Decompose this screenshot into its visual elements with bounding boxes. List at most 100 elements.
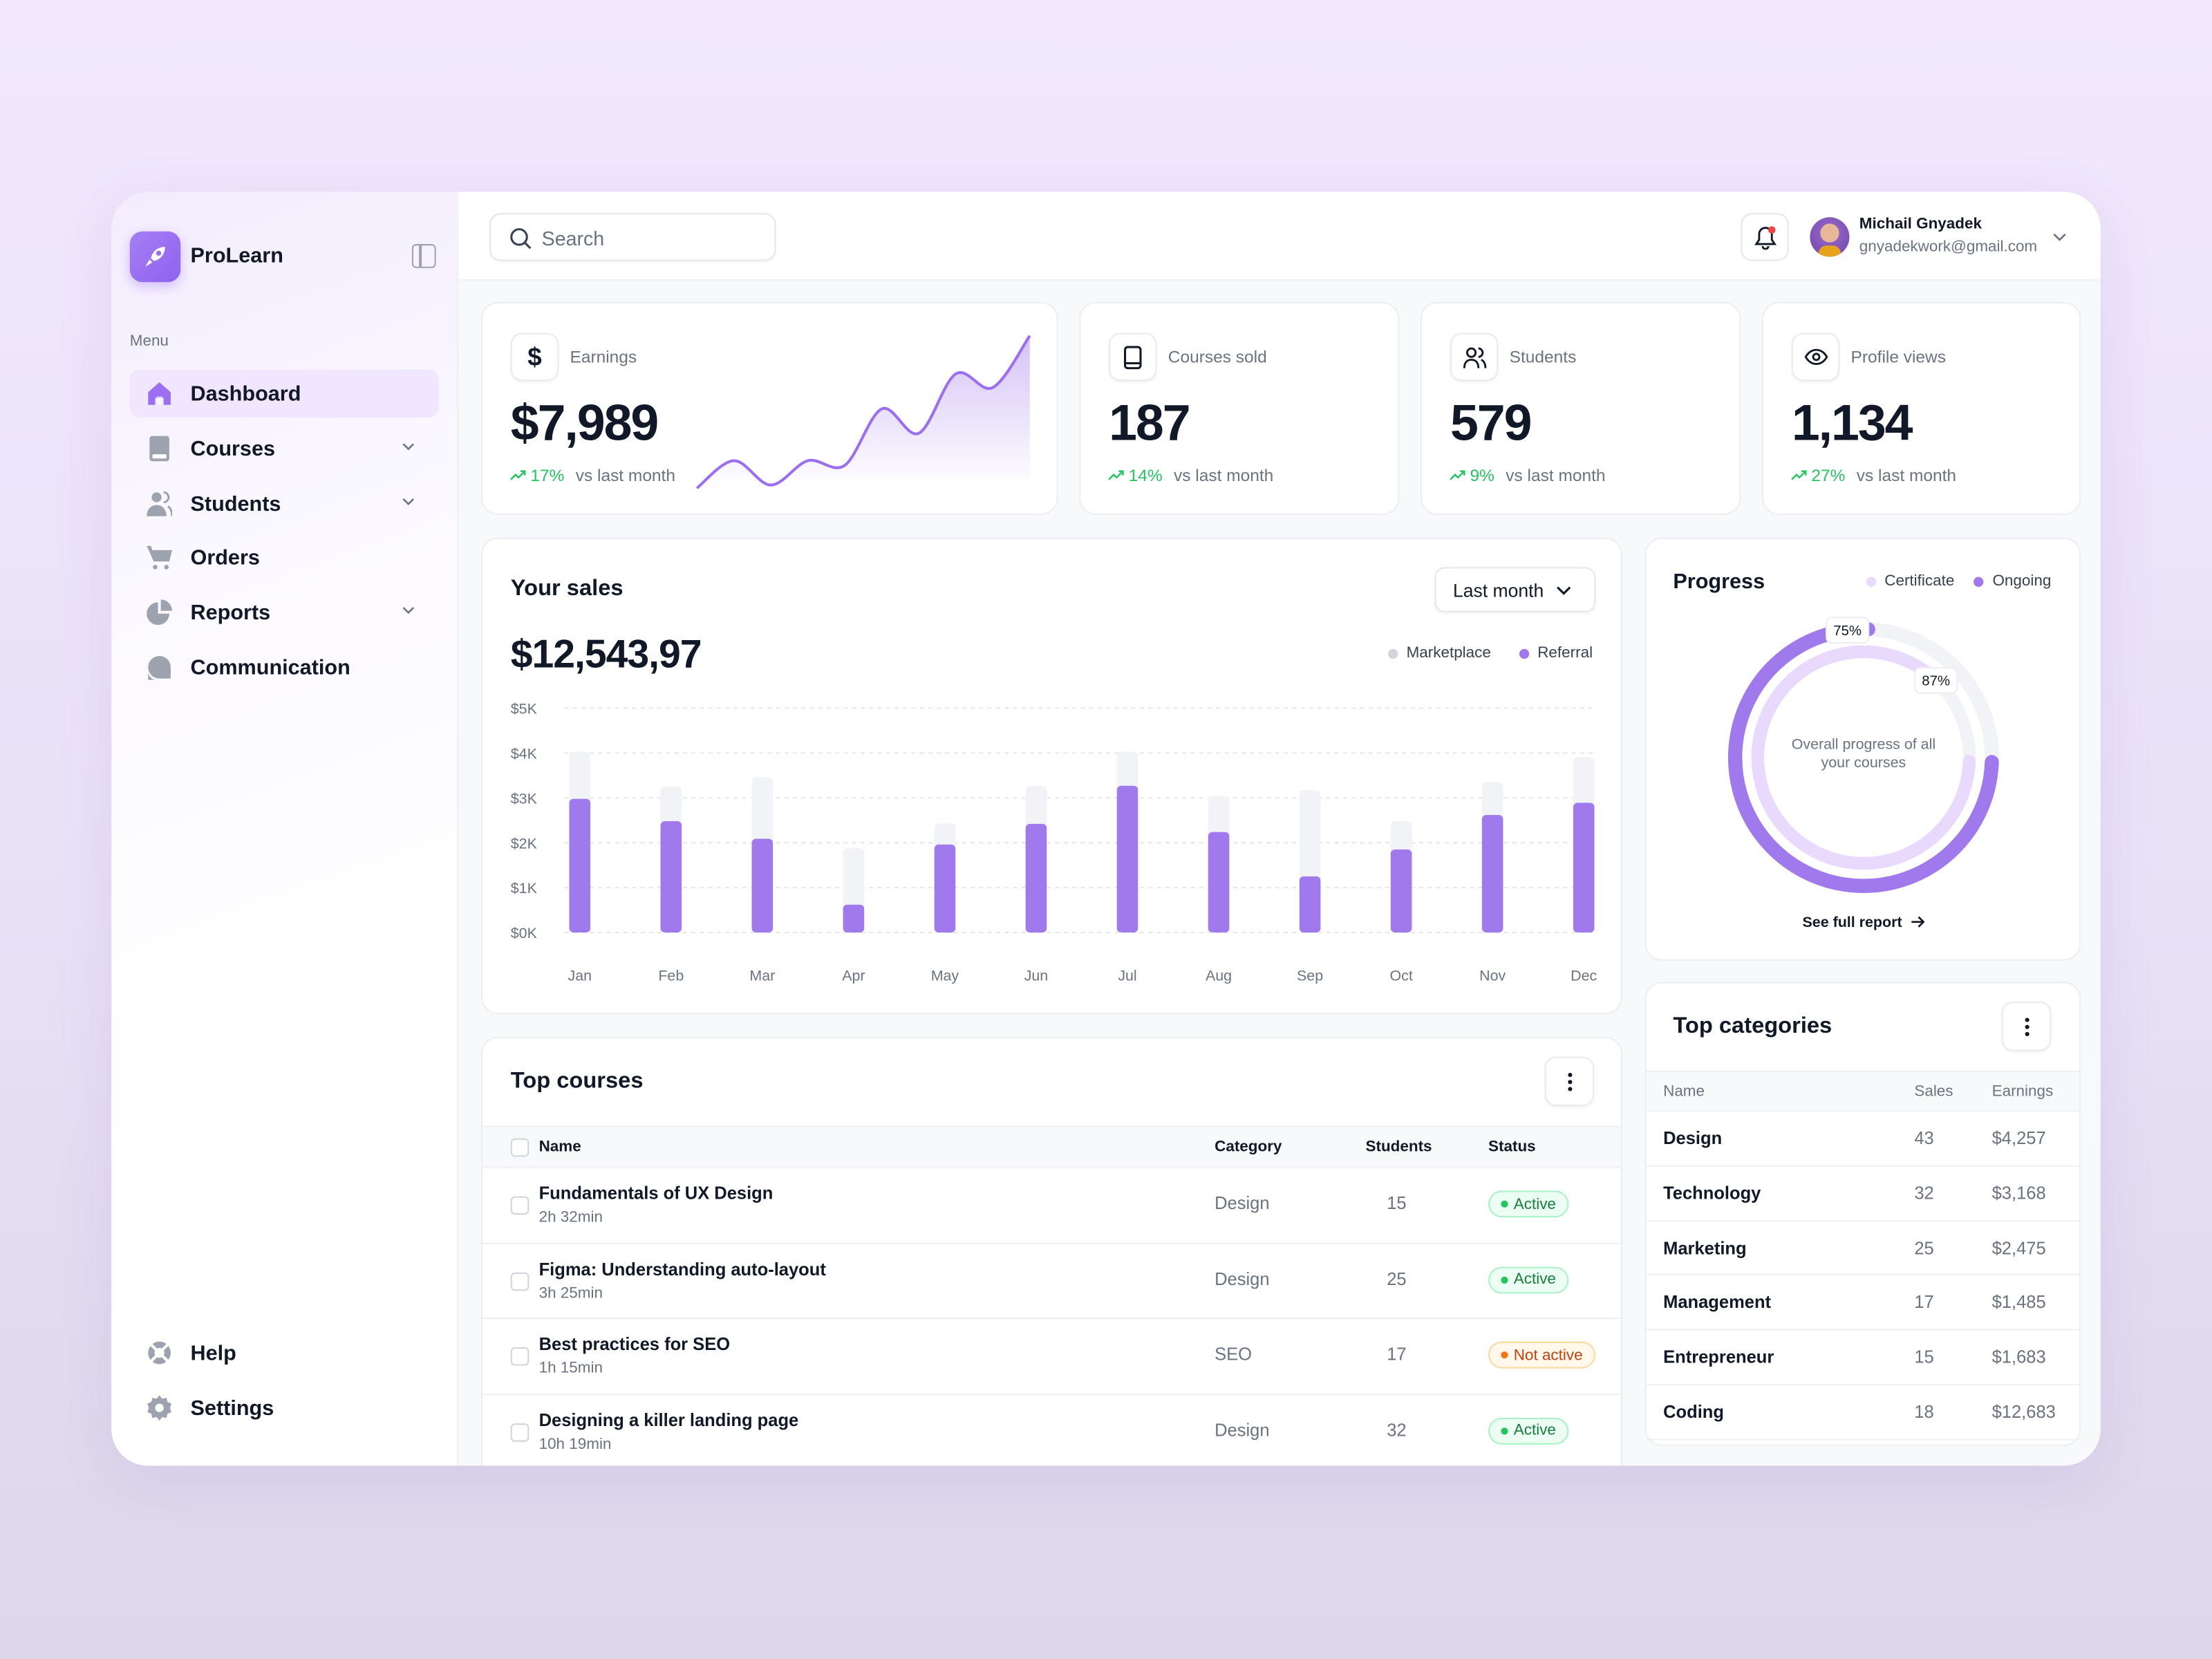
bar-referral-may[interactable] [934, 844, 956, 932]
bar-referral-jul[interactable] [1116, 785, 1138, 932]
select-all-checkbox[interactable] [510, 1138, 529, 1157]
top-categories-card: Top categories Name Sales Earnings Desig… [1644, 982, 2081, 1446]
column-header-name: Name [1663, 1083, 1705, 1100]
category-row[interactable]: Coding 18 $12,683 [1646, 1385, 2080, 1441]
sidebar-item-students[interactable]: Students [130, 480, 439, 527]
bar-referral-apr[interactable] [843, 904, 865, 932]
row-checkbox[interactable] [510, 1347, 529, 1366]
category-row[interactable]: Management 17 $1,485 [1646, 1276, 2080, 1331]
category-row[interactable]: Design 43 $4,257 [1646, 1112, 2080, 1167]
course-row[interactable]: Designing a killer landing page 10h 19mi… [482, 1394, 1621, 1465]
sales-legend: Marketplace Referral [1388, 645, 1593, 662]
sidebar-item-courses[interactable]: Courses [130, 424, 439, 472]
sales-total: $12,543,97 [510, 632, 702, 676]
x-tick-label: Aug [1206, 967, 1232, 984]
row-checkbox[interactable] [510, 1196, 529, 1215]
bar-referral-dec[interactable] [1573, 803, 1595, 932]
bar-referral-jan[interactable] [569, 798, 591, 932]
category-sales: 43 [1914, 1128, 1934, 1149]
sales-title: Your sales [510, 577, 624, 601]
user-name: Michail Gnyadek [1859, 216, 1982, 233]
bell-icon [1754, 226, 1777, 250]
category-row[interactable]: Entrepreneur 15 $1,683 [1646, 1331, 2080, 1386]
see-full-report-link[interactable]: See full report [1647, 914, 2083, 931]
legend-marketplace: Marketplace [1388, 645, 1491, 662]
chevron-down-icon[interactable] [402, 495, 415, 507]
stat-change: 27% vs last month [1791, 465, 1956, 486]
bar-referral-sep[interactable] [1299, 876, 1321, 932]
ongoing-label-bg [1825, 617, 1870, 644]
stat-label: Courses sold [1168, 347, 1267, 367]
course-name[interactable]: Fundamentals of UX Design [538, 1183, 774, 1203]
sidebar-item-settings[interactable]: Settings [130, 1384, 439, 1432]
sidebar-item-reports[interactable]: Reports [130, 588, 439, 636]
course-name[interactable]: Figma: Understanding auto-layout [538, 1259, 826, 1279]
sidebar-item-dashboard[interactable]: Dashboard [129, 369, 439, 418]
courses-table-header: Name Category Students Status [482, 1125, 1621, 1168]
x-tick-label: Jan [568, 967, 592, 984]
user-menu-chevron-icon[interactable] [2052, 230, 2066, 244]
y-tick-label: $2K [511, 835, 538, 852]
x-tick-label: Jun [1024, 967, 1049, 984]
status-dot [1501, 1351, 1508, 1359]
course-name[interactable]: Designing a killer landing page [538, 1409, 799, 1430]
sidebar-item-orders[interactable]: Orders [130, 533, 439, 581]
status-dot [1501, 1275, 1508, 1284]
bar-referral-aug[interactable] [1208, 832, 1230, 932]
course-name[interactable]: Best practices for SEO [538, 1334, 731, 1355]
course-duration: 1h 15min [538, 1360, 603, 1377]
notifications-button[interactable] [1741, 213, 1789, 261]
status-badge: Not active [1488, 1341, 1595, 1369]
bar-referral-feb[interactable] [660, 821, 682, 932]
sparkline-line [695, 335, 1031, 489]
category-name: Technology [1663, 1183, 1761, 1203]
course-row[interactable]: Fundamentals of UX Design 2h 32min Desig… [482, 1168, 1621, 1244]
legend-label: Referral [1537, 644, 1593, 662]
stat-change-suffix: vs last month [575, 465, 676, 486]
top-categories-more-button[interactable] [2001, 1001, 2052, 1051]
stat-value: 1,134 [1791, 393, 1913, 452]
period-dropdown[interactable]: Last month [1434, 567, 1596, 612]
course-row[interactable]: Figma: Understanding auto-layout 3h 25mi… [482, 1244, 1621, 1320]
category-row[interactable]: Marketing 25 $2,475 [1646, 1221, 2080, 1276]
sidebar-item-communication[interactable]: Communication [130, 644, 439, 691]
stat-change-pct: 14% [1128, 465, 1163, 486]
progress-legend: Certificate Ongoing [1866, 573, 2051, 590]
search-input[interactable]: Search [489, 213, 776, 261]
row-checkbox[interactable] [510, 1423, 529, 1441]
stat-label: Earnings [570, 347, 637, 367]
x-tick-label: Oct [1389, 967, 1412, 984]
category-sales: 25 [1914, 1237, 1934, 1258]
bar-referral-jun[interactable] [1025, 823, 1047, 932]
sidebar-item-label: Dashboard [190, 382, 301, 406]
x-tick-label: Apr [842, 967, 865, 984]
stat-label: Students [1509, 347, 1577, 367]
course-row[interactable]: Best practices for SEO 1h 15min SEO 17 N… [482, 1319, 1621, 1395]
sidebar-item-help[interactable]: Help [130, 1329, 439, 1376]
trend-up-icon [1450, 470, 1465, 480]
bar-referral-mar[interactable] [751, 838, 774, 932]
course-students: 25 [1387, 1268, 1407, 1289]
logo-rocket-icon[interactable] [129, 231, 181, 283]
see-full-report-label: See full report [1802, 914, 1902, 931]
menu-label: Menu [129, 332, 169, 350]
course-category: Design [1215, 1193, 1270, 1214]
top-courses-more-button[interactable] [1544, 1056, 1595, 1106]
period-value: Last month [1453, 579, 1544, 601]
row-checkbox[interactable] [510, 1271, 529, 1291]
chevron-down-icon[interactable] [402, 603, 415, 616]
column-header-earnings: Earnings [1991, 1083, 2054, 1100]
sidebar-item-label: Orders [190, 545, 260, 570]
sidebar-toggle-icon[interactable] [411, 244, 436, 268]
category-row[interactable]: Technology 32 $3,168 [1646, 1166, 2080, 1221]
y-tick-label: $3K [511, 790, 538, 807]
chevron-down-icon[interactable] [402, 440, 415, 453]
users-icon [147, 491, 172, 516]
stat-change-pct: 9% [1470, 465, 1494, 486]
bar-referral-nov[interactable] [1481, 814, 1503, 932]
course-duration: 10h 19min [538, 1435, 612, 1453]
stat-change-pct: 27% [1811, 465, 1846, 486]
stat-label: Profile views [1850, 347, 1946, 367]
bar-referral-oct[interactable] [1390, 849, 1412, 932]
avatar[interactable] [1810, 217, 1850, 257]
